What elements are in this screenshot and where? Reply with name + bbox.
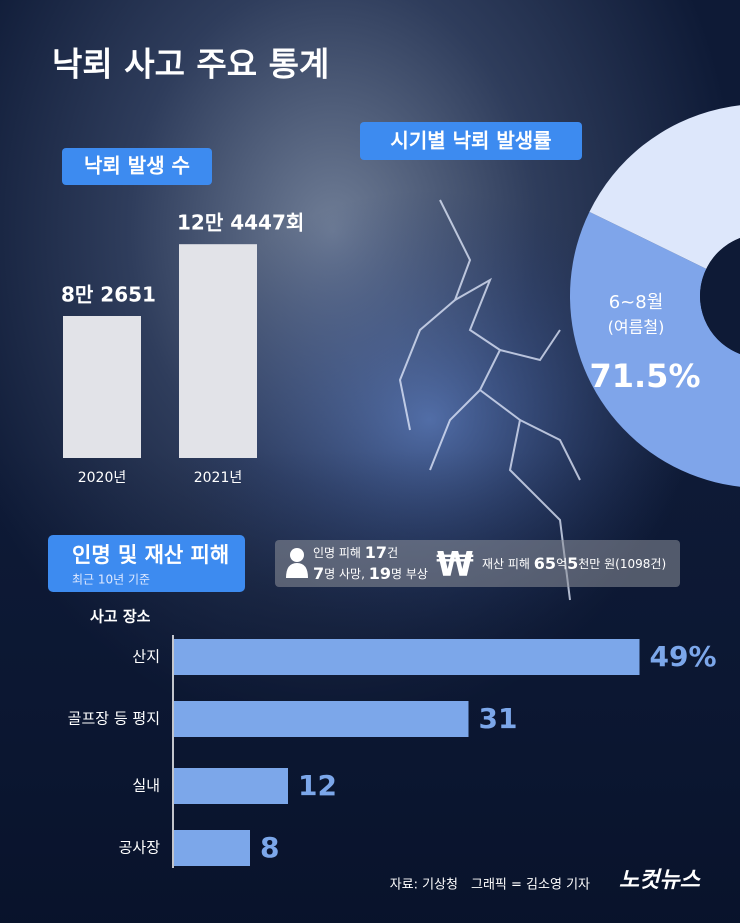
title-box xyxy=(360,122,582,160)
emphasis: 19 xyxy=(369,564,391,583)
text-part: 명 부상 xyxy=(391,567,428,581)
pie-slice xyxy=(570,211,740,487)
casualty-line: 7명 사망, 19명 부상 xyxy=(313,564,428,583)
emphasis: 5 xyxy=(567,554,578,573)
bar xyxy=(174,701,469,737)
value-label: 8 xyxy=(260,831,279,864)
value-label: 12만 4447회 xyxy=(177,211,304,235)
lightning xyxy=(398,199,581,601)
casualty-line: 인명 피해 17건 xyxy=(313,543,398,562)
text-part: 명 사망, xyxy=(324,567,369,581)
text-part: 천만 원(1098건) xyxy=(578,556,666,571)
chart-title: 사고 장소 xyxy=(90,608,151,626)
text-part: 건 xyxy=(387,546,398,560)
credit: 그래픽 = 김소영 기자 xyxy=(471,878,590,893)
bar xyxy=(63,316,141,458)
bar xyxy=(179,244,257,458)
value-label: 71.5% xyxy=(589,357,700,395)
x-tick-label: 2020년 xyxy=(78,470,127,486)
title-box xyxy=(62,148,212,185)
chart-title: 시기별 낙뢰 발생률 xyxy=(390,129,551,153)
bar xyxy=(174,830,250,866)
bar xyxy=(174,639,640,675)
logo: 노컷뉴스 xyxy=(619,868,702,893)
emphasis: 17 xyxy=(365,543,387,562)
pie-hole xyxy=(700,238,740,354)
source: 자료: 기상청 xyxy=(390,878,458,893)
emphasis: 7 xyxy=(313,564,324,583)
bar xyxy=(174,768,288,804)
won-icon: ₩ xyxy=(436,545,474,585)
slice-note: (여름철) xyxy=(608,318,665,337)
value-label: 49% xyxy=(650,640,717,673)
slice-label: 6~8월 xyxy=(609,292,664,313)
pie-slice xyxy=(589,105,740,269)
y-tick-label: 골프장 등 평지 xyxy=(68,710,160,728)
text-part: 억 xyxy=(556,557,567,571)
y-tick-label: 실내 xyxy=(132,777,160,795)
x-tick-label: 2021년 xyxy=(194,470,243,486)
background-fade xyxy=(0,450,740,923)
chart-title: 낙뢰 발생 수 xyxy=(84,154,190,178)
title-box xyxy=(48,535,245,592)
text-part: 재산 피해 xyxy=(482,557,534,571)
text-part: 인명 피해 xyxy=(313,546,365,560)
info-box xyxy=(275,540,680,587)
page-title: 낙뢰 사고 주요 통계 xyxy=(52,45,329,84)
person-icon xyxy=(286,548,308,578)
y-tick-label: 산지 xyxy=(132,648,160,666)
emphasis: 65 xyxy=(534,554,556,573)
value-label: 8만 2651 xyxy=(61,283,156,307)
value-label: 12 xyxy=(298,769,337,802)
value-label: 31 xyxy=(479,702,518,735)
y-tick-label: 공사장 xyxy=(119,839,161,857)
section-subtitle: 최근 10년 기준 xyxy=(72,573,150,587)
section-title: 인명 및 재산 피해 xyxy=(72,543,229,567)
property-line: 재산 피해 65억5천만 원(1098건) xyxy=(482,554,666,573)
